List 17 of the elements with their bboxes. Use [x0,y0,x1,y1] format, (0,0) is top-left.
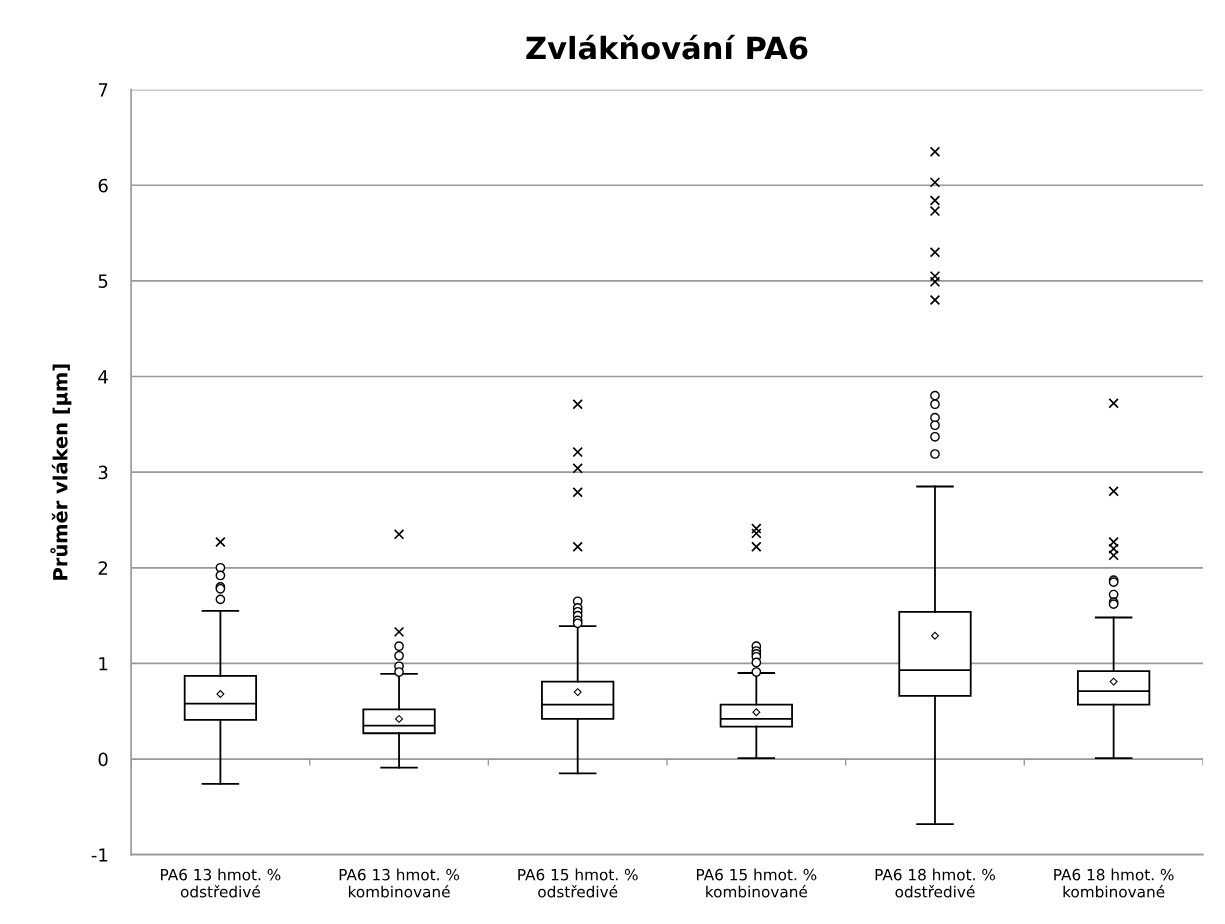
x-tick-label: PA6 15 hmot. % odstředivé [518,868,638,898]
x-tick-label: PA6 13 hmot. % odstředivé [161,868,281,898]
y-tick-label: 6 [98,178,108,193]
y-axis-title: Průměr vláken [µm] [50,364,72,580]
chart-title: Zvlákňování PA6 [526,34,808,60]
y-tick-label: 0 [98,752,108,767]
y-tick-label: 4 [98,370,108,384]
x-tick-label: PA6 13 hmot. % kombinované [339,868,460,898]
y-tick-label: 2 [98,561,108,575]
x-tick-label: PA6 18 hmot. % odstředivé [875,868,995,898]
y-tick-label: 3 [98,465,108,480]
x-tick-label: PA6 18 hmot. % kombinované [1054,868,1174,898]
y-tick-label: 7 [98,83,108,97]
x-tick-label: PA6 15 hmot. % kombinované [696,868,817,898]
y-tick-label: -1 [91,848,108,862]
y-tick-label: 1 [99,657,108,671]
y-tick-label: 5 [98,274,108,289]
